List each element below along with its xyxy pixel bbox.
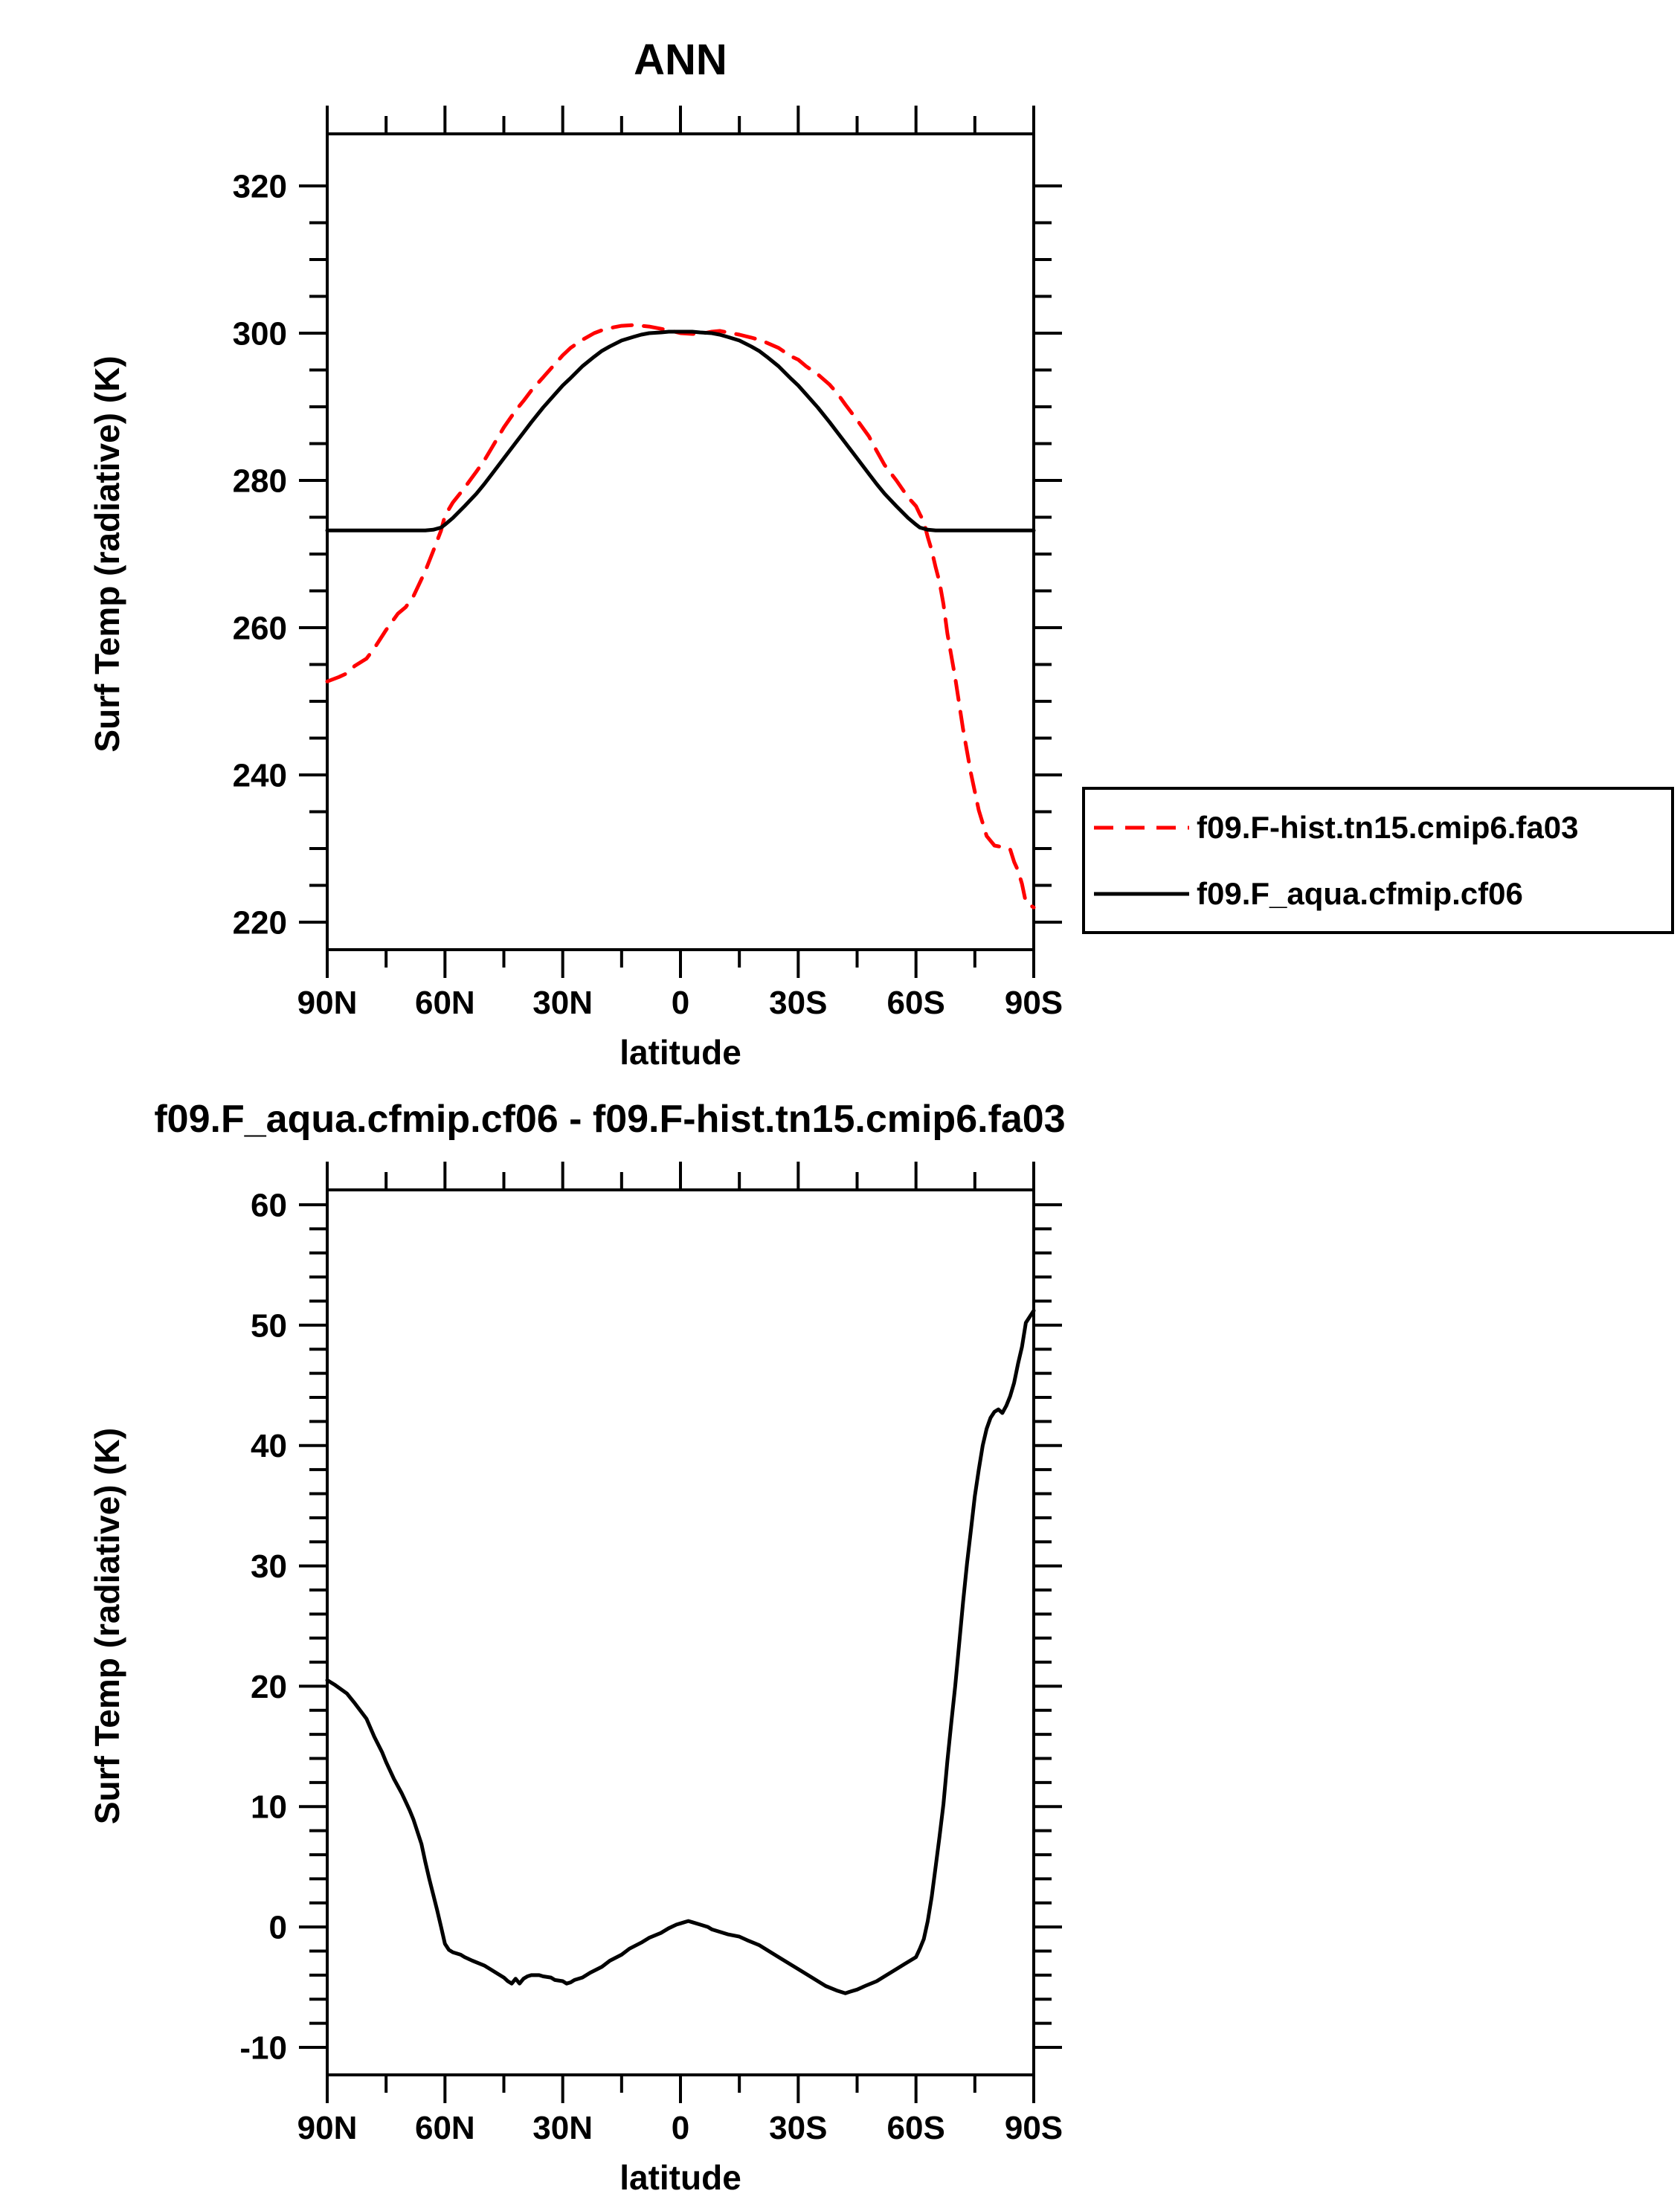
- svg-text:Surf Temp (radiative) (K): Surf Temp (radiative) (K): [88, 1428, 126, 1824]
- svg-text:20: 20: [251, 1669, 287, 1705]
- svg-text:0: 0: [672, 985, 689, 1021]
- svg-text:90S: 90S: [1005, 2110, 1063, 2146]
- svg-text:90N: 90N: [297, 2110, 358, 2146]
- legend-label-aqua: f09.F_aqua.cfmip.cf06: [1197, 875, 1523, 911]
- svg-text:320: 320: [233, 168, 287, 205]
- legend-entry-aqua: f09.F_aqua.cfmip.cf06: [1092, 876, 1664, 912]
- aqua-solid-line-icon: [1094, 892, 1189, 895]
- svg-text:0: 0: [269, 1910, 287, 1946]
- legend-box: f09.F-hist.tn15.cmip6.fa03 f09.F_aqua.cf…: [1082, 787, 1674, 934]
- svg-text:60S: 60S: [887, 2110, 945, 2146]
- hist-dashed-line-icon: [1094, 825, 1189, 829]
- svg-text:300: 300: [233, 315, 287, 352]
- svg-text:60N: 60N: [415, 2110, 475, 2146]
- svg-text:ANN: ANN: [634, 36, 727, 84]
- svg-text:30S: 30S: [769, 2110, 827, 2146]
- svg-text:60N: 60N: [415, 985, 475, 1021]
- svg-text:10: 10: [251, 1789, 287, 1826]
- legend-entry-hist: f09.F-hist.tn15.cmip6.fa03: [1092, 810, 1664, 846]
- svg-text:-10: -10: [239, 2030, 287, 2066]
- svg-text:latitude: latitude: [619, 2158, 741, 2197]
- svg-text:280: 280: [233, 463, 287, 499]
- svg-text:0: 0: [672, 2110, 689, 2146]
- svg-text:60S: 60S: [887, 985, 945, 1021]
- svg-text:90N: 90N: [297, 985, 358, 1021]
- svg-text:40: 40: [251, 1428, 287, 1464]
- svg-text:Surf Temp (radiative) (K): Surf Temp (radiative) (K): [88, 355, 126, 752]
- svg-text:f09.F_aqua.cfmip.cf06 - f09.F-: f09.F_aqua.cfmip.cf06 - f09.F-hist.tn15.…: [154, 1098, 1065, 1141]
- svg-text:60: 60: [251, 1187, 287, 1223]
- svg-text:latitude: latitude: [619, 1033, 741, 1072]
- svg-text:220: 220: [233, 904, 287, 941]
- svg-text:30N: 30N: [532, 2110, 593, 2146]
- svg-text:260: 260: [233, 610, 287, 646]
- svg-text:30N: 30N: [532, 985, 593, 1021]
- svg-text:240: 240: [233, 757, 287, 794]
- svg-text:30: 30: [251, 1548, 287, 1585]
- svg-text:50: 50: [251, 1307, 287, 1344]
- svg-text:30S: 30S: [769, 985, 827, 1021]
- legend-label-hist: f09.F-hist.tn15.cmip6.fa03: [1197, 809, 1579, 845]
- svg-text:90S: 90S: [1005, 985, 1063, 1021]
